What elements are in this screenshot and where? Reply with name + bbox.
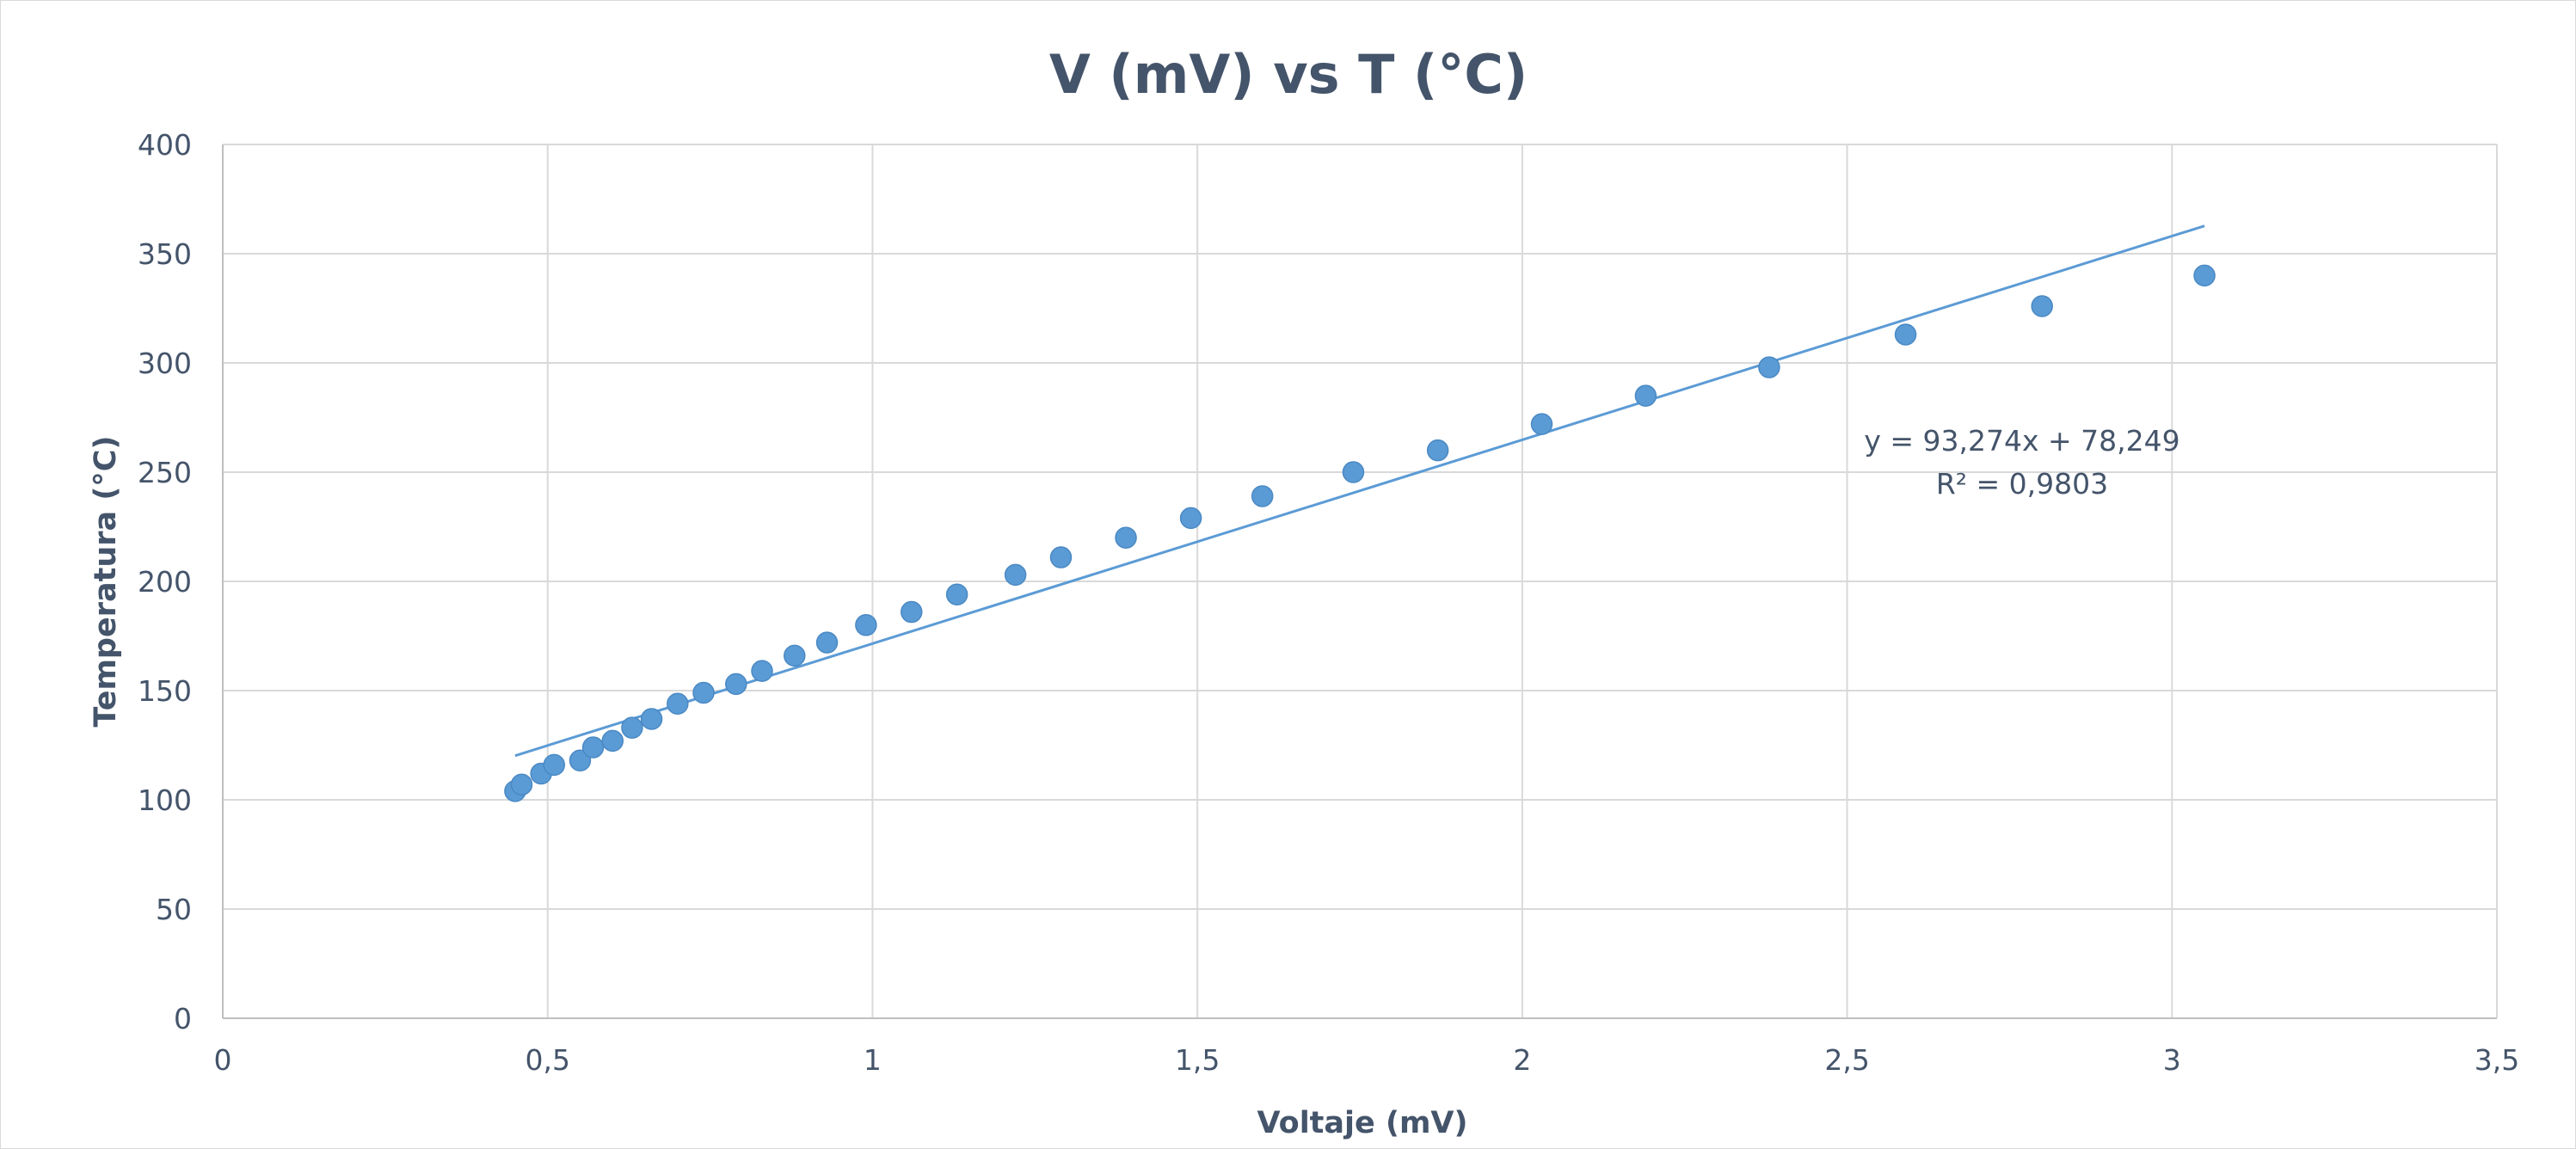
data-point — [1894, 323, 1917, 346]
y-tick-label: 300 — [138, 347, 192, 380]
data-point — [725, 673, 747, 696]
data-point — [1342, 461, 1365, 483]
data-point — [784, 644, 806, 667]
data-point — [1758, 356, 1780, 378]
trendline-group — [514, 224, 2205, 758]
x-tick-label: 2 — [1513, 1043, 1531, 1077]
y-tick-label: 400 — [138, 128, 192, 162]
data-point — [692, 681, 715, 704]
data-point — [2031, 295, 2053, 317]
y-tick-label: 100 — [138, 783, 192, 817]
y-tick-label: 50 — [156, 893, 192, 926]
data-point — [601, 729, 624, 753]
data-point — [1251, 485, 1274, 507]
gridlines — [222, 144, 2498, 1019]
data-point — [667, 692, 689, 715]
data-point — [751, 660, 773, 682]
data-point — [901, 600, 923, 624]
x-tick-label: 2,5 — [1824, 1043, 1869, 1077]
trendline — [514, 224, 2205, 758]
x-tick-label: 3 — [2163, 1043, 2181, 1077]
data-point — [2193, 264, 2216, 287]
trendline-r2: R² = 0,9803 — [1936, 467, 2108, 501]
y-axis-label: Temperatura (°C) — [89, 436, 123, 728]
data-point — [1115, 526, 1137, 549]
y-tick-label: 200 — [138, 565, 192, 599]
chart-title: V (mV) vs T (°C) — [1049, 43, 1528, 106]
data-point — [815, 631, 839, 654]
data-point — [1179, 507, 1202, 530]
data-point — [569, 749, 592, 772]
data-point — [581, 736, 605, 759]
data-point — [1004, 563, 1027, 587]
y-tick-label: 150 — [138, 674, 192, 708]
data-point — [1634, 384, 1657, 407]
tick-labels: 0 50 100 150 200 250 300 350 400 0 0,5 1 1,5 2 2,5 3 3,5 — [138, 128, 2519, 1077]
y-tick-label: 0 — [174, 1002, 192, 1035]
data-point — [855, 614, 877, 636]
x-axis-label: Voltaje (mV) — [1257, 1106, 1467, 1140]
x-tick-label: 1,5 — [1175, 1043, 1220, 1077]
x-tick-label: 0 — [214, 1043, 232, 1077]
data-point — [510, 773, 533, 796]
data-point — [1049, 546, 1073, 568]
x-tick-label: 0,5 — [525, 1043, 569, 1077]
axes — [222, 144, 2497, 1019]
y-tick-label: 350 — [138, 237, 192, 271]
data-point — [640, 708, 663, 730]
data-point — [543, 753, 566, 777]
x-tick-label: 1 — [864, 1043, 882, 1077]
trendline-equation: y = 93,274x + 78,249 — [1864, 424, 2179, 458]
y-tick-label: 250 — [138, 456, 192, 489]
data-point — [1426, 439, 1449, 462]
data-point — [945, 583, 968, 605]
data-points — [504, 264, 2216, 802]
x-tick-label: 3,5 — [2475, 1043, 2519, 1077]
data-point — [621, 716, 643, 739]
data-point — [1530, 413, 1553, 435]
